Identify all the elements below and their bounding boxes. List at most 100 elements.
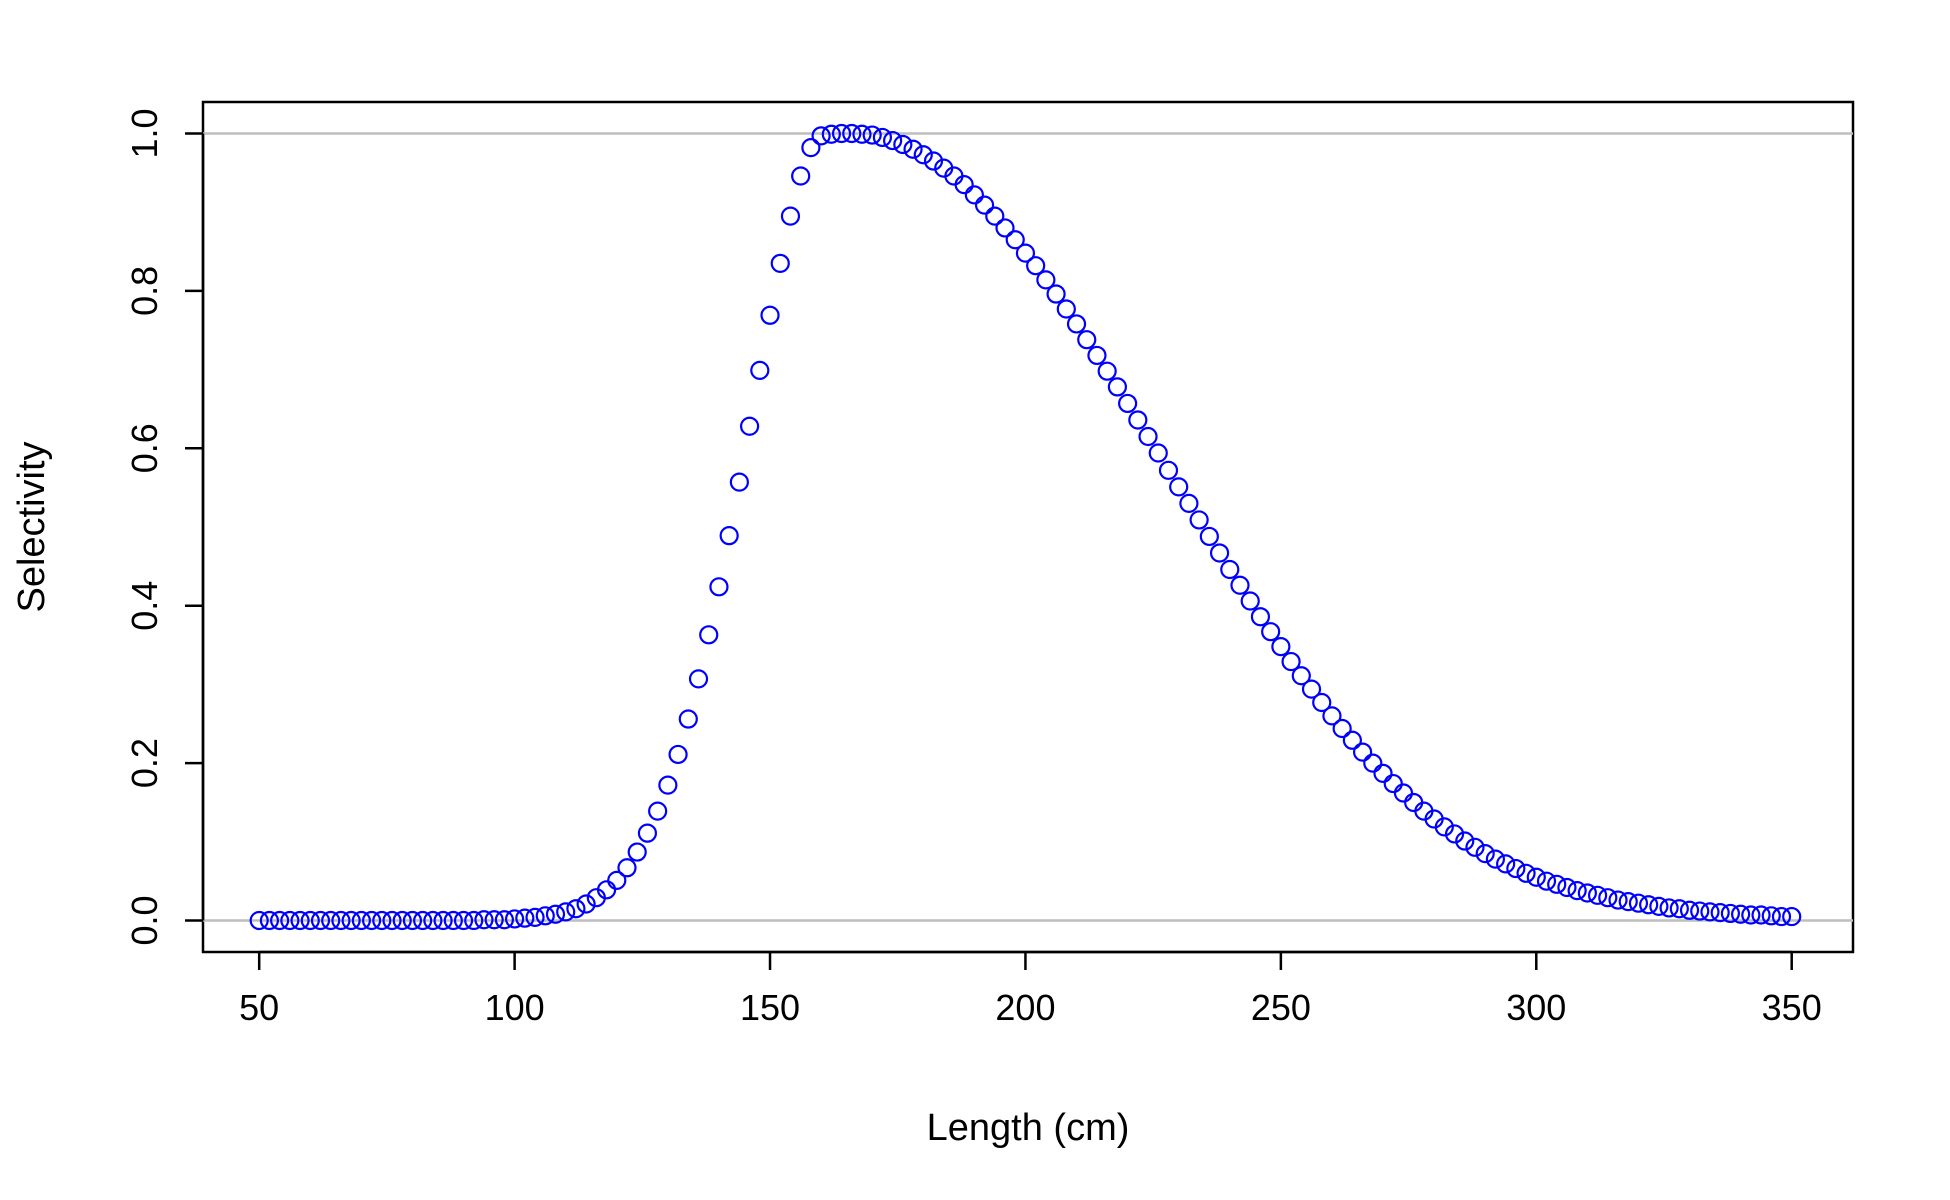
data-point <box>739 416 760 436</box>
data-point <box>1179 493 1199 513</box>
data-point <box>556 902 576 922</box>
data-point <box>862 125 882 145</box>
data-point <box>515 908 535 928</box>
data-point <box>1189 510 1209 530</box>
data-point <box>351 910 371 931</box>
data-point <box>1731 904 1751 924</box>
data-point <box>1291 666 1311 686</box>
data-point <box>1526 867 1546 887</box>
y-tick-label: 1.0 <box>124 108 165 158</box>
data-point <box>1710 903 1730 923</box>
data-point <box>1373 763 1393 783</box>
data-point <box>1598 888 1618 908</box>
data-point <box>1628 893 1649 913</box>
data-point <box>1485 849 1506 869</box>
data-point <box>1128 410 1148 430</box>
x-axis-title: Length (cm) <box>927 1107 1130 1149</box>
data-point <box>1352 742 1373 762</box>
data-point <box>1547 874 1567 894</box>
data-point <box>1077 330 1097 350</box>
y-tick-label: 0.8 <box>124 266 165 316</box>
data-point <box>627 842 647 862</box>
data-point <box>1209 543 1230 563</box>
data-point <box>1240 591 1260 611</box>
data-point <box>249 910 269 931</box>
data-point <box>637 823 658 843</box>
data-point <box>1587 885 1608 905</box>
data-point <box>1271 637 1291 657</box>
data-point <box>1066 314 1087 334</box>
data-point <box>535 906 555 926</box>
data-point <box>484 910 504 930</box>
data-point <box>760 305 780 325</box>
data-point <box>1322 706 1342 726</box>
data-point <box>1720 903 1740 924</box>
data-point <box>1005 230 1025 250</box>
data-point <box>474 910 494 930</box>
data-point <box>1751 905 1771 925</box>
data-point <box>1118 393 1138 414</box>
data-point <box>259 910 280 931</box>
x-tick-label: 100 <box>485 987 545 1028</box>
data-point <box>1567 881 1587 901</box>
data-point <box>842 123 862 144</box>
data-point <box>545 904 566 924</box>
data-point <box>954 175 974 195</box>
x-tick-label: 200 <box>995 987 1055 1028</box>
data-point <box>821 124 841 144</box>
data-point <box>1690 901 1710 921</box>
data-point <box>361 910 382 931</box>
data-point <box>831 123 852 144</box>
data-point <box>1475 844 1495 864</box>
data-point <box>423 910 443 931</box>
data-point <box>1404 792 1424 813</box>
data-point <box>1516 863 1536 883</box>
data-point <box>321 910 341 931</box>
data-point <box>1782 906 1802 927</box>
data-point <box>1332 718 1352 739</box>
data-point <box>382 910 402 931</box>
data-point <box>903 139 923 159</box>
data-point <box>1230 575 1250 595</box>
data-point <box>658 775 678 795</box>
data-point <box>433 910 453 931</box>
x-tick-label: 350 <box>1762 987 1822 1028</box>
data-point <box>729 472 749 492</box>
data-point <box>1087 345 1107 366</box>
data-point <box>1506 858 1526 879</box>
data-point <box>668 744 688 765</box>
data-point <box>770 253 790 273</box>
data-point <box>310 910 331 931</box>
data-point <box>290 910 310 931</box>
data-point <box>923 151 944 171</box>
data-point <box>964 185 984 205</box>
data-point <box>1097 361 1117 381</box>
data-point <box>392 910 412 931</box>
data-point <box>576 894 596 914</box>
data-point <box>1383 773 1403 794</box>
y-tick-label: 0.0 <box>124 895 165 945</box>
data-point <box>1444 824 1465 844</box>
data-point <box>1056 299 1076 319</box>
data-point <box>1608 890 1628 910</box>
data-point <box>1261 622 1281 642</box>
data-point <box>678 709 698 729</box>
data-point <box>1649 896 1669 916</box>
data-point <box>1036 270 1056 290</box>
data-point <box>617 858 637 878</box>
data-point <box>985 206 1005 226</box>
x-tick-label: 300 <box>1506 987 1566 1028</box>
data-point <box>913 145 933 165</box>
data-point <box>494 910 514 930</box>
data-point <box>1618 892 1638 912</box>
data-point <box>1281 651 1301 672</box>
data-point <box>1220 559 1240 580</box>
data-point <box>1557 877 1577 898</box>
data-point <box>1659 898 1679 918</box>
data-point <box>852 124 872 144</box>
data-point <box>1301 679 1322 699</box>
data-point <box>1169 477 1189 497</box>
data-point <box>1669 899 1689 919</box>
data-point <box>1363 753 1383 773</box>
data-point <box>1434 817 1454 837</box>
